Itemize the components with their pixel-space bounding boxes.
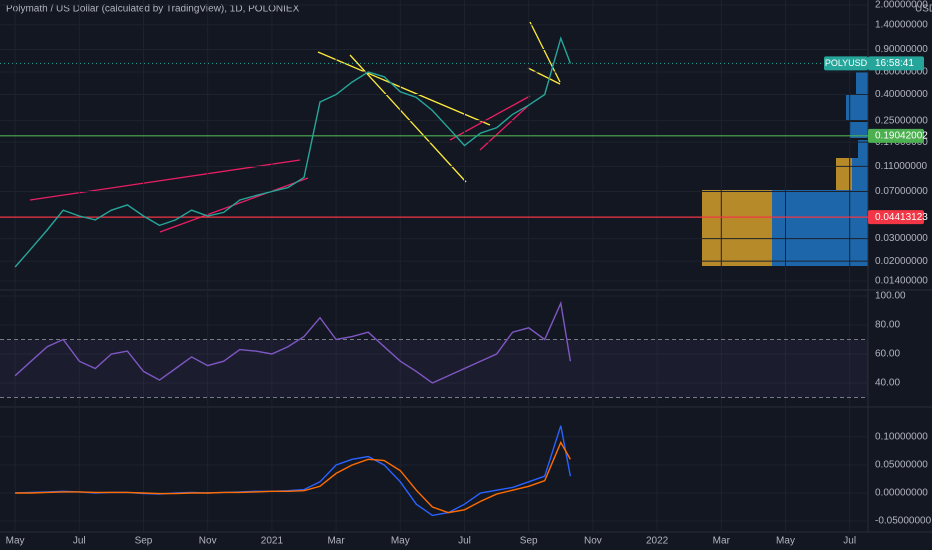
profile-bar (846, 95, 868, 120)
x-tick-label: 2022 (646, 536, 669, 547)
series-line (15, 440, 572, 514)
y-tick-label: 0.90000000 (875, 44, 928, 55)
trend-line (449, 95, 531, 141)
y-tick-label: -0.05000000 (875, 516, 932, 527)
y-tick-label: 60.00 (875, 349, 900, 360)
trend-line (349, 54, 467, 183)
symbol-badge (824, 56, 868, 71)
x-tick-label: Sep (135, 536, 153, 547)
x-tick-label: May (391, 536, 410, 547)
y-tick-label: 0.40000000 (875, 89, 928, 100)
y-tick-label: 0.03000000 (875, 233, 928, 244)
level-band (0, 339, 868, 398)
price-badge (868, 210, 924, 225)
y-tick-label: 80.00 (875, 320, 900, 331)
x-tick-label: Jul (73, 536, 86, 547)
y-tick-label: 0.60000000 (875, 67, 928, 78)
y-tick-label: 40.00 (875, 378, 900, 389)
y-tick-label: 100.00 (875, 291, 906, 302)
trend-line (317, 51, 491, 126)
pane (0, 295, 868, 398)
y-tick-label: 0.05000000 (875, 460, 928, 471)
x-tick-label: Jul (458, 536, 471, 547)
symbol-badge-label: POLYUSD (825, 58, 868, 68)
chart-title: Polymath / US Dollar (calculated by Trad… (6, 4, 300, 15)
trend-line (527, 67, 561, 85)
series-line (14, 36, 572, 268)
y-tick-label: 0.01400000 (875, 276, 928, 287)
countdown-label: 16:58:41 (875, 58, 914, 69)
x-tick-label: 2021 (261, 536, 284, 547)
pane (0, 425, 868, 522)
volume-profile (702, 72, 868, 266)
y-tick-label: 0.11000000 (875, 161, 928, 172)
profile-bar (858, 140, 868, 158)
y-tick-label: 0.07000000 (875, 186, 928, 197)
y-tick-label: 1.40000000 (875, 20, 928, 31)
pane (0, 0, 868, 532)
price-badge-label: 0.04413123 (875, 212, 928, 223)
price-badge (868, 128, 924, 143)
profile-bar (850, 122, 868, 138)
y-tick-label: 0.10000000 (875, 432, 928, 443)
price-badge-label: 0.19042002 (875, 130, 928, 141)
x-tick-label: Jul (843, 536, 856, 547)
x-tick-label: Mar (713, 536, 731, 547)
profile-bar (702, 190, 772, 266)
x-tick-label: Sep (520, 536, 538, 547)
x-tick-label: Mar (327, 536, 345, 547)
y-tick-label: 2.00000000 (875, 0, 928, 11)
profile-bar (852, 158, 868, 190)
countdown-badge (868, 56, 924, 71)
y-tick-label: 0.25000000 (875, 115, 928, 126)
x-tick-label: Nov (584, 536, 602, 547)
x-tick-label: Nov (199, 536, 217, 547)
x-tick-label: May (776, 536, 795, 547)
y-axis-label: USD (915, 4, 932, 15)
series-line (14, 300, 572, 384)
profile-bar (772, 190, 868, 266)
x-tick-label: May (6, 536, 25, 547)
y-tick-label: 0.00000000 (875, 488, 928, 499)
profile-bar (856, 72, 868, 94)
y-tick-label: 0.02000000 (875, 256, 928, 267)
